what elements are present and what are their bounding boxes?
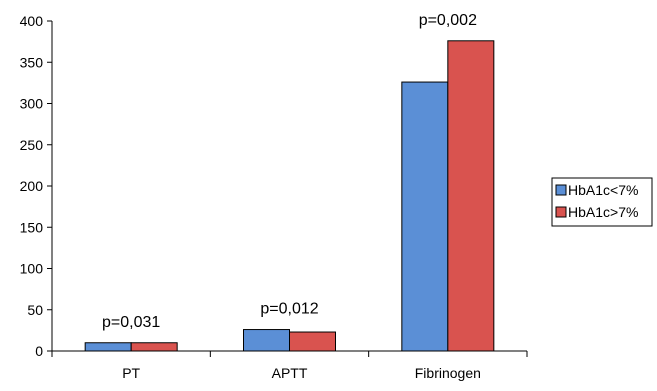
y-tick-label: 50: [27, 302, 43, 318]
bar-pt-series-1: [84, 342, 132, 352]
bar-aptt-series-2: [289, 331, 336, 352]
legend-label: HbA1c<7%: [568, 182, 638, 198]
y-tick-label: 200: [20, 178, 44, 194]
p-value-annotation: p=0,031: [102, 314, 160, 331]
x-category-label: Fibrinogen: [415, 365, 481, 381]
y-tick-label: 400: [20, 13, 44, 29]
bar-fibrinogen-series-2: [447, 40, 495, 352]
legend-box: [551, 177, 653, 227]
p-value-annotation: p=0,002: [419, 12, 477, 29]
x-category-label: PT: [122, 365, 140, 381]
bar-aptt-series-1: [243, 329, 290, 352]
y-tick-label: 350: [20, 54, 44, 70]
category-labels: PT APTT Fibrinogen: [122, 365, 481, 381]
bars-group: [84, 40, 495, 352]
bar-fibrinogen-series-1: [401, 81, 449, 352]
y-tick-label: 0: [35, 343, 43, 359]
legend: HbA1c<7% HbA1c>7%: [551, 177, 653, 227]
annotations-group: p=0,031 p=0,012 p=0,002: [102, 12, 477, 331]
y-tick-label: 250: [20, 137, 44, 153]
legend-swatch: [555, 184, 567, 196]
bar-pt-series-2: [130, 342, 178, 352]
p-value-annotation: p=0,012: [260, 301, 318, 318]
y-axis-ticks: 0 50 100 150 200 250 300 350 400: [20, 13, 52, 359]
legend-swatch: [555, 206, 567, 218]
axes-group: [51, 21, 528, 357]
legend-label: HbA1c>7%: [568, 204, 638, 220]
y-tick-label: 150: [20, 219, 44, 235]
x-category-label: APTT: [272, 365, 308, 381]
y-tick-label: 100: [20, 261, 44, 277]
y-tick-label: 300: [20, 96, 44, 112]
